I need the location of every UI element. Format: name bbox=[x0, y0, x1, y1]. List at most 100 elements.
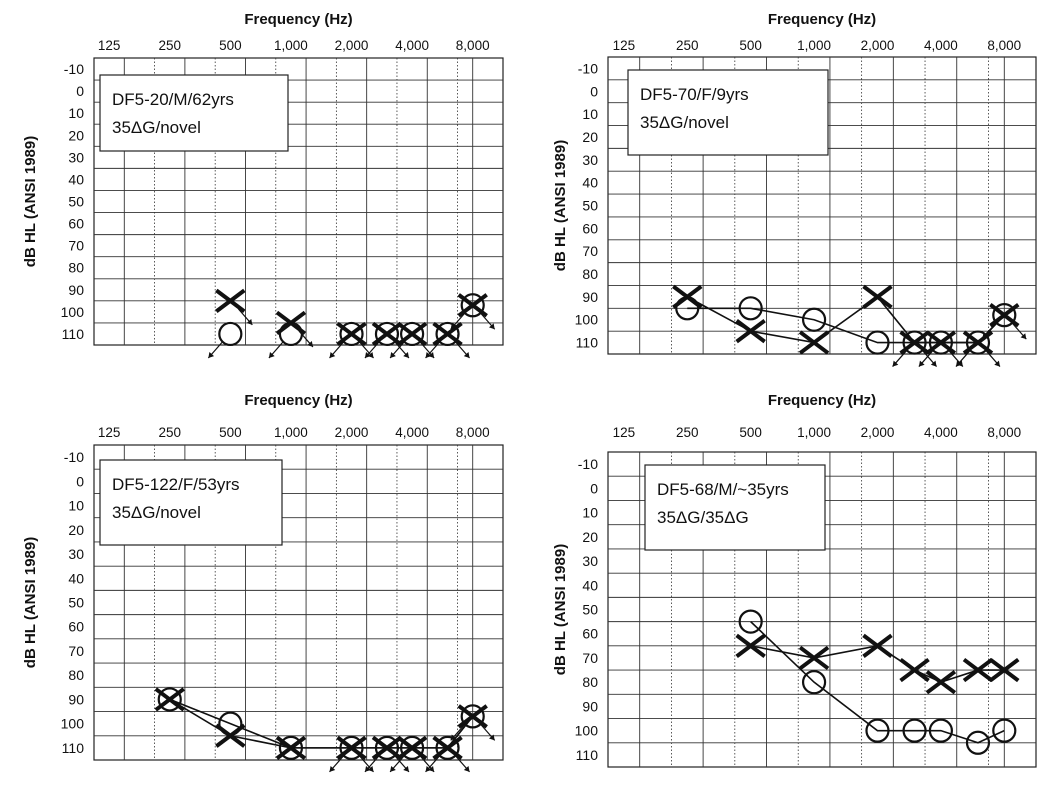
circle-data-point bbox=[400, 321, 425, 347]
y-tick-label: 30 bbox=[582, 152, 598, 168]
y-tick-label: 50 bbox=[582, 198, 598, 214]
cross-data-point bbox=[215, 723, 246, 748]
y-tick-label: -10 bbox=[64, 61, 84, 77]
x-tick-label: 2,000 bbox=[861, 425, 895, 440]
x-tick-label: 500 bbox=[739, 425, 762, 440]
y-tick-label: 100 bbox=[61, 716, 85, 732]
cross-data-point bbox=[672, 284, 703, 309]
y-tick-label: 60 bbox=[68, 216, 84, 232]
no-response-arrowhead bbox=[488, 323, 495, 330]
cross-series-line bbox=[686, 295, 1005, 344]
cross-data-point bbox=[899, 330, 930, 355]
x-axis-title: Frequency (Hz) bbox=[768, 11, 876, 28]
subject-label-line: DF5-20/M/62yrs bbox=[112, 90, 234, 109]
no-response-arrowhead bbox=[463, 765, 470, 772]
subject-label-box bbox=[99, 74, 289, 152]
x-tick-label: 8,000 bbox=[456, 425, 490, 440]
cross-data-point bbox=[925, 670, 957, 695]
y-axis-title: dB HL (ANSI 1989) bbox=[552, 140, 569, 271]
cross-data-point bbox=[371, 735, 403, 760]
subject-label-line: 35ΔG/novel bbox=[112, 503, 201, 522]
y-tick-label: 90 bbox=[68, 282, 84, 298]
subject-label-box bbox=[627, 69, 829, 156]
cross-data-point bbox=[798, 330, 830, 355]
y-tick-label: -10 bbox=[578, 456, 598, 472]
y-tick-label: 110 bbox=[62, 740, 85, 756]
x-tick-label: 8,000 bbox=[456, 38, 490, 53]
no-response-arrowhead bbox=[994, 360, 1000, 367]
cross-data-point bbox=[989, 303, 1020, 328]
no-response-arrowhead bbox=[428, 352, 435, 358]
y-tick-label: 70 bbox=[68, 643, 84, 659]
circle-series-line bbox=[750, 621, 1005, 744]
cross-data-point bbox=[925, 330, 957, 355]
y-tick-label: 110 bbox=[576, 335, 599, 351]
circle-data-point bbox=[218, 321, 243, 347]
x-tick-label: 4,000 bbox=[395, 38, 429, 53]
cross-data-point bbox=[432, 321, 463, 347]
no-response-arrowhead bbox=[463, 352, 470, 358]
y-tick-label: 0 bbox=[76, 83, 84, 99]
y-tick-label: 20 bbox=[68, 127, 84, 143]
x-axis-title: Frequency (Hz) bbox=[768, 392, 876, 409]
circle-data-point bbox=[992, 303, 1017, 328]
y-tick-label: 40 bbox=[68, 171, 84, 187]
cross-data-point bbox=[862, 284, 893, 309]
x-tick-label: 4,000 bbox=[924, 38, 958, 53]
no-response-arrowhead bbox=[246, 318, 253, 325]
y-axis-title: dB HL (ANSI 1989) bbox=[22, 136, 39, 267]
y-tick-label: 110 bbox=[576, 747, 599, 763]
y-tick-label: 10 bbox=[582, 505, 598, 521]
x-tick-label: 1,000 bbox=[274, 38, 308, 53]
no-response-arrowhead bbox=[957, 360, 963, 367]
y-tick-label: 10 bbox=[68, 498, 84, 514]
audiogram-panel-top-left: Frequency (Hz)125 250 500 1,000 2,000 4,000 8,… bbox=[22, 11, 504, 359]
cross-data-point bbox=[989, 657, 1020, 683]
audiogram-panel-bottom-right: Frequency (Hz)125 250 500 1,000 2,000 4,000 8,… bbox=[552, 392, 1037, 768]
subject-label-line: 35ΔG/35ΔG bbox=[657, 508, 749, 527]
cross-data-point bbox=[336, 321, 367, 347]
x-tick-label: 4,000 bbox=[924, 425, 958, 440]
circle-data-point bbox=[738, 296, 763, 321]
circle-data-point bbox=[460, 704, 485, 729]
audiogram-panel-top-right: Frequency (Hz)125 250 500 1,000 2,000 4,000 8,… bbox=[552, 11, 1037, 367]
y-tick-label: 80 bbox=[582, 674, 598, 690]
circle-data-point bbox=[374, 321, 400, 347]
no-response-arrowhead bbox=[329, 765, 336, 772]
x-tick-label: 125 bbox=[613, 425, 636, 440]
y-tick-label: 20 bbox=[68, 522, 84, 538]
subject-label-box bbox=[99, 459, 283, 546]
y-tick-label: 60 bbox=[582, 220, 598, 236]
x-tick-label: 125 bbox=[613, 38, 636, 53]
x-tick-label: 8,000 bbox=[987, 425, 1021, 440]
y-tick-label: 40 bbox=[582, 577, 598, 593]
y-tick-label: 30 bbox=[582, 553, 598, 569]
subject-label-line: 35ΔG/novel bbox=[112, 118, 201, 137]
circle-data-point bbox=[902, 718, 927, 743]
subject-label-line: 35ΔG/novel bbox=[640, 113, 729, 132]
cross-data-point bbox=[154, 687, 185, 712]
x-tick-label: 2,000 bbox=[861, 38, 895, 53]
cross-data-point bbox=[862, 633, 893, 658]
y-tick-label: -10 bbox=[64, 449, 84, 465]
subject-label-box bbox=[644, 464, 826, 551]
x-tick-label: 4,000 bbox=[395, 425, 429, 440]
y-tick-label: 30 bbox=[68, 149, 84, 165]
x-tick-label: 250 bbox=[676, 38, 699, 53]
y-tick-label: 70 bbox=[68, 238, 84, 254]
cross-data-point bbox=[962, 657, 994, 683]
circle-data-point bbox=[865, 330, 890, 355]
y-tick-label: 0 bbox=[590, 480, 598, 496]
no-response-arrowhead bbox=[428, 765, 435, 772]
circle-data-point bbox=[157, 687, 182, 712]
y-tick-label: 20 bbox=[582, 529, 598, 545]
cross-data-point bbox=[457, 704, 488, 729]
y-tick-label: 90 bbox=[582, 289, 598, 305]
x-tick-label: 250 bbox=[158, 38, 181, 53]
x-axis-title: Frequency (Hz) bbox=[244, 11, 352, 28]
y-tick-label: 0 bbox=[76, 473, 84, 489]
subject-label-line: DF5-68/M/~35yrs bbox=[657, 480, 789, 499]
circle-data-point bbox=[738, 609, 763, 634]
no-response-arrowhead bbox=[390, 352, 396, 358]
